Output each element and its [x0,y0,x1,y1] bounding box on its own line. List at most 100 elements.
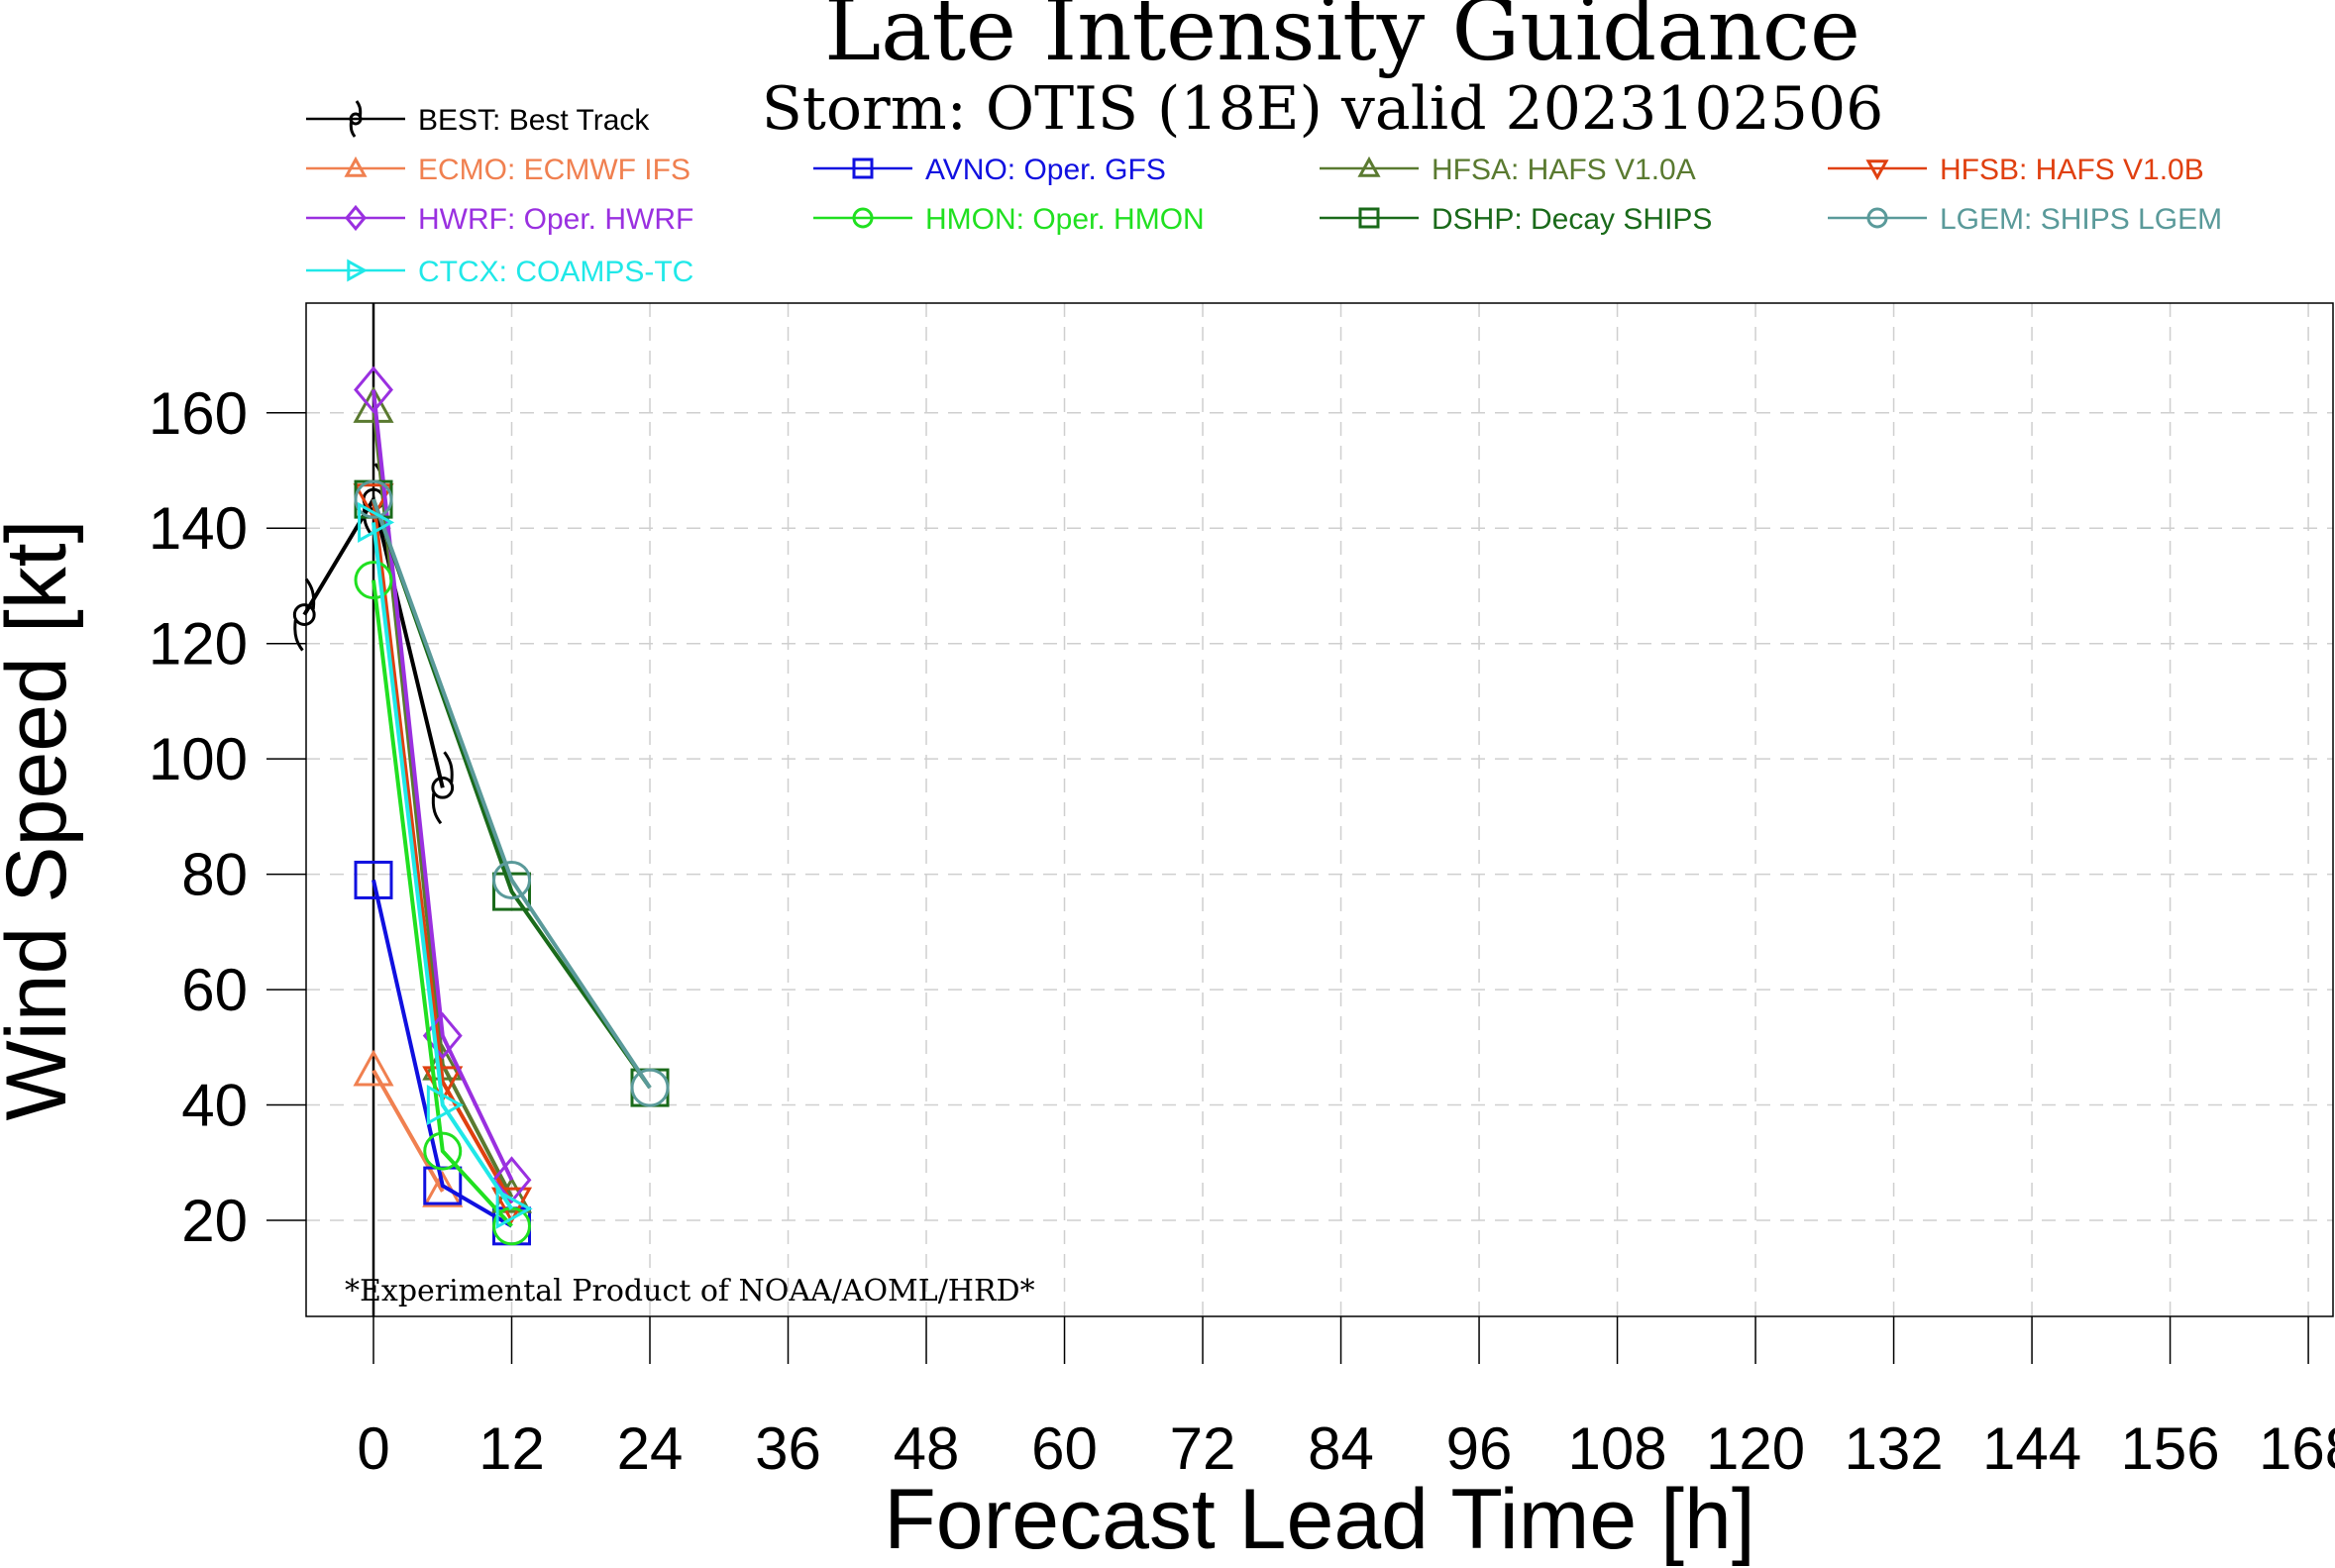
data-point [423,1131,463,1171]
legend-marker [349,112,363,126]
legend-item: BEST: Best Track [306,100,650,138]
legend-item: LGEM: SHIPS LGEM [1828,203,2222,236]
series-line [371,498,652,1090]
legend-label: HMON: Oper. HMON [925,203,1205,236]
axis-ticks: 0 12 24 36 48 60 72 84 96 108 120 132 144 156 168 20 40 6… [149,380,2335,1482]
legend-marker [347,259,369,282]
x-axis-label: Forecast Lead Time [h] [884,1472,1755,1567]
y-tick-label: 60 [181,957,248,1023]
legend-marker [345,204,367,232]
y-tick-label: 100 [149,726,248,792]
series-hwrf [354,366,532,1204]
series-hfsb [353,483,533,1224]
legend-item: HFSB: HAFS V1.0B [1828,154,2204,186]
x-tick-label: 144 [1982,1415,2081,1482]
series-lgem [354,479,670,1107]
legend-label: ECMO: ECMWF IFS [418,154,690,186]
legend-item: DSHP: Decay SHIPS [1320,203,1712,236]
y-tick-label: 80 [181,842,248,908]
x-tick-label: 0 [357,1415,389,1482]
series-hmon [354,561,532,1246]
grid [306,303,2333,1316]
x-tick-label: 108 [1567,1415,1666,1482]
y-tick-label: 20 [181,1188,248,1254]
y-tick-label: 120 [149,611,248,678]
series-line [371,406,514,1199]
x-tick-label: 36 [755,1415,821,1482]
data-point [422,1011,463,1060]
x-tick-label: 72 [1170,1415,1236,1482]
legend-marker [355,100,363,117]
x-tick-label: 156 [2121,1415,2220,1482]
series-line [371,579,513,1228]
series-line [371,1069,445,1193]
data-point [354,561,393,600]
data-point [354,860,393,899]
legend-label: HFSA: HAFS V1.0A [1432,154,1696,186]
x-tick-label: 120 [1706,1415,1805,1482]
data-point [353,1049,394,1087]
legend-marker [1866,207,1888,229]
legend-marker [1358,207,1380,229]
plot-frame [305,302,2334,1317]
x-tick-label: 132 [1845,1415,1944,1482]
y-axis-label: Wind Speed [kt] [0,519,84,1120]
legend-label: HWRF: Oper. HWRF [418,203,693,236]
y-tick-label: 40 [181,1073,248,1139]
data-point [431,776,455,799]
legend-item: ECMO: ECMWF IFS [306,154,690,186]
data-point [443,751,454,784]
x-tick-label: 96 [1446,1415,1513,1482]
legend-marker [344,156,368,177]
series-line [371,879,513,1228]
data-point [293,619,304,652]
data-point [492,872,532,911]
data-point [358,501,395,543]
legend-label: CTCX: COAMPS-TC [418,256,693,288]
data-point [292,603,316,626]
data-point [431,792,443,825]
data-point [354,366,393,414]
series-line [371,389,514,1182]
legend-item: AVNO: Oper. GFS [813,154,1166,186]
legend-marker [852,207,874,229]
legend: BEST: Best Track ECMO: ECMWF IFS AVNO: Ope… [306,100,2222,288]
x-tick-label: 24 [617,1415,684,1482]
footnote: *Experimental Product of NOAA/AOML/HRD* [345,1274,1035,1308]
x-tick-label: 12 [478,1415,545,1482]
series-line [371,498,514,1204]
series-layer [292,366,670,1246]
legend-marker [852,157,874,179]
chart-title: Late Intensity Guidance [824,0,1860,80]
x-tick-label: 48 [894,1415,960,1482]
data-point [495,1188,533,1229]
data-point [426,1084,464,1126]
legend-label: LGEM: SHIPS LGEM [1940,203,2222,236]
legend-item: HWRF: Oper. HWRF [306,203,693,236]
data-point [353,385,394,423]
y-tick-label: 140 [149,495,248,562]
x-tick-label: 168 [2259,1415,2335,1482]
series-ecmo [353,1049,464,1207]
data-point [354,479,393,519]
series-line [371,522,514,1210]
chart-subtitle: Storm: OTIS (18E) valid 2023102506 [762,74,1884,144]
data-point [492,860,532,899]
legend-marker [1357,156,1381,177]
legend-label: HFSB: HAFS V1.0B [1940,154,2204,186]
y-tick-label: 160 [149,380,248,447]
data-point [353,483,394,521]
legend-label: BEST: Best Track [418,104,650,137]
legend-label: DSHP: Decay SHIPS [1432,203,1712,236]
series-ctcx [358,501,533,1229]
legend-marker [349,121,357,138]
legend-label: AVNO: Oper. GFS [925,154,1166,186]
data-point [630,1068,670,1107]
legend-marker [1865,159,1889,181]
legend-item: HFSA: HAFS V1.0A [1320,154,1696,186]
legend-item: CTCX: COAMPS-TC [306,256,693,288]
x-tick-label: 60 [1031,1415,1098,1482]
data-point [304,577,316,610]
x-tick-label: 84 [1308,1415,1374,1482]
